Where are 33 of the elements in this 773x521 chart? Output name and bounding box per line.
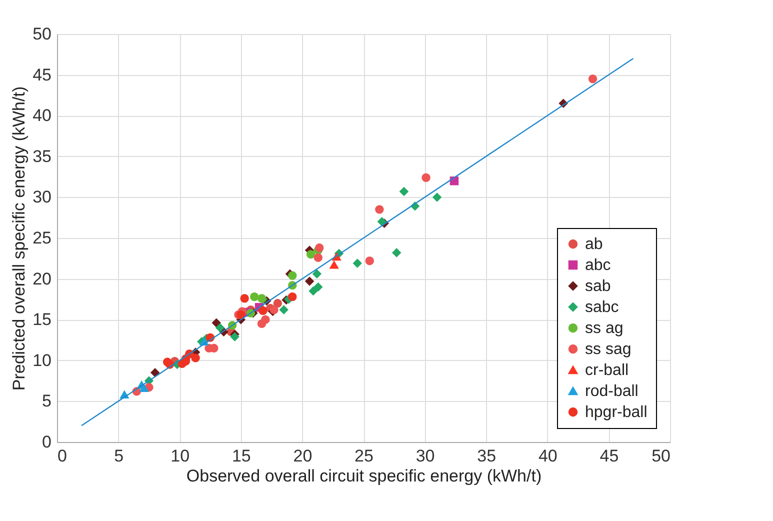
y-tick-label: 10 (32, 350, 52, 370)
x-tick-label: 50 (652, 446, 670, 466)
legend-label: abc (585, 257, 611, 274)
y-tick-label: 45 (32, 65, 52, 84)
y-tick-label: 50 (32, 24, 52, 44)
x-axis-title: Observed overall circuit specific energy (kWh/t) (186, 466, 542, 486)
legend-label: rod-ball (585, 383, 638, 400)
x-tick-label: 40 (538, 446, 558, 466)
x-tick-label: 10 (170, 446, 190, 466)
x-tick-label: 20 (293, 446, 312, 466)
legend-label: hpgr-ball (585, 404, 648, 421)
y-tick-label: 15 (32, 310, 52, 330)
x-tick-label: 5 (114, 446, 124, 466)
x-tick-label: 15 (232, 446, 251, 466)
legend-label: ss ag (585, 320, 624, 337)
x-tick-label: 30 (416, 446, 435, 466)
y-tick-label: 40 (32, 106, 52, 126)
y-tick-label: 0 (42, 432, 52, 452)
x-tick-label: 35 (477, 446, 496, 466)
legend-label: ab (585, 236, 603, 253)
y-tick-label: 25 (32, 228, 52, 248)
legend-label: sab (585, 278, 611, 295)
y-axis-title: Predicted overall specific energy (kWh/t) (10, 86, 29, 391)
y-tick-label: 30 (32, 188, 52, 207)
y-tick-label: 5 (42, 392, 52, 411)
x-tick-label: 45 (600, 446, 619, 466)
x-tick-label: 0 (58, 446, 67, 466)
y-tick-label: 20 (32, 269, 52, 288)
legend-label: ss sag (585, 341, 632, 358)
x-tick-label: 25 (354, 446, 374, 466)
legend-label: sabc (585, 299, 619, 316)
y-tick-label: 35 (32, 146, 52, 166)
legend-label: cr-ball (585, 362, 629, 379)
